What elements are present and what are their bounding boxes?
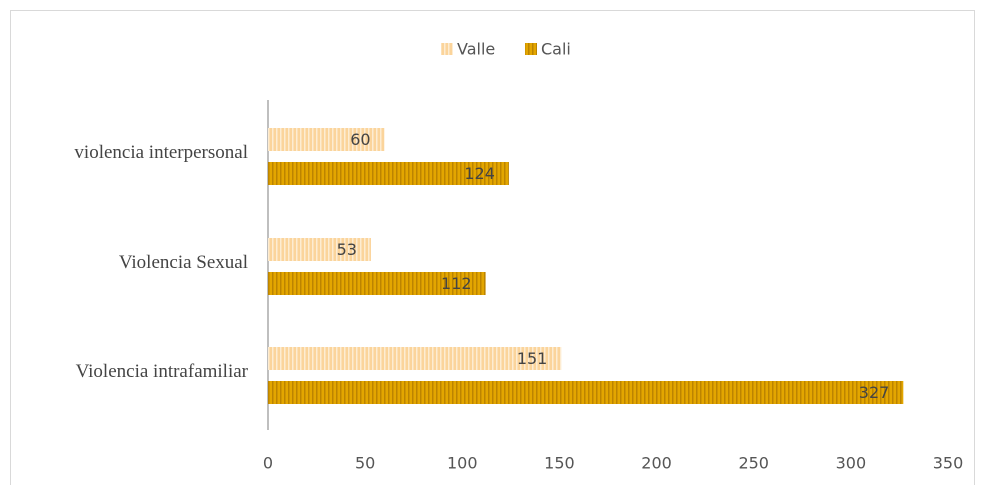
legend-swatch [525,43,537,55]
category-label: Violencia intrafamiliar [76,361,249,382]
bar [268,272,486,295]
legend-label: Cali [541,40,571,59]
data-label: 151 [517,349,548,368]
bar [268,381,904,404]
x-tick-label: 350 [933,454,964,473]
legend-label: Valle [457,40,495,59]
data-label: 53 [337,240,357,259]
bar [268,238,371,261]
chart-border [10,10,975,485]
x-tick-label: 100 [447,454,478,473]
data-label: 112 [441,274,472,293]
x-tick-label: 300 [836,454,867,473]
x-tick-label: 200 [641,454,672,473]
category-label: Violencia Sexual [119,252,248,273]
bar [268,128,385,151]
bar [268,347,562,370]
bar [268,162,509,185]
x-tick-label: 150 [544,454,575,473]
data-label: 60 [350,130,370,149]
legend-swatch [441,43,453,55]
x-tick-label: 50 [355,454,375,473]
category-label: violencia interpersonal [74,142,248,163]
x-tick-label: 0 [263,454,273,473]
data-label: 327 [859,383,890,402]
x-tick-label: 250 [738,454,769,473]
data-label: 124 [464,164,495,183]
